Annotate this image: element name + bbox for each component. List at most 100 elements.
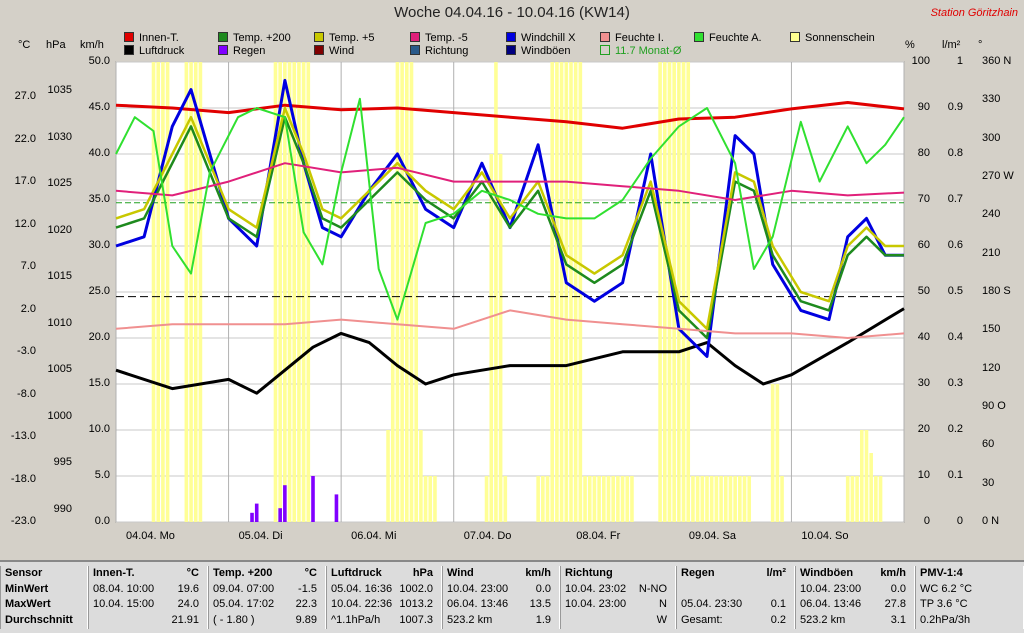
panel-cell-label: 09.04. 07:00	[213, 583, 274, 595]
sunshine-bar	[743, 476, 747, 522]
panel-header: PMV-1:4	[920, 566, 1019, 582]
panel-row	[681, 582, 790, 598]
panel-row: WC 6.2 °C	[920, 582, 1019, 598]
sunshine-bar	[574, 62, 578, 522]
panel-cell-label: 08.04. 10:00	[93, 583, 154, 595]
sunshine-bar	[682, 62, 686, 522]
sunshine-bar	[307, 62, 311, 522]
sunshine-bar	[776, 384, 780, 522]
row-label: Durchschnitt	[5, 613, 83, 629]
rain-bar	[250, 513, 254, 522]
panel-unit: hPa	[413, 566, 433, 582]
sunshine-bar	[161, 62, 165, 522]
panel-cell-value: 1002.0	[399, 582, 433, 598]
panel-cell-label: 10.04. 23:00	[565, 598, 626, 610]
panel-cell-value: 13.5	[530, 597, 551, 613]
sunshine-bar	[865, 430, 869, 522]
panel-row: 0.2hPa/3h	[920, 613, 1019, 629]
sunshine-bar	[166, 62, 170, 522]
panel-cell-label: 523.2 km	[800, 614, 845, 626]
sunshine-bar	[729, 476, 733, 522]
sunshine-bar	[733, 476, 737, 522]
panel-cell-value: 1007.3	[399, 613, 433, 629]
sunshine-bar	[691, 476, 695, 522]
sunshine-bar	[738, 476, 742, 522]
sunshine-bar	[541, 476, 545, 522]
panel-cell-label: TP 3.6 °C	[920, 598, 968, 610]
panel-cell-label: 05.04. 23:30	[681, 598, 742, 610]
sunshine-bar	[747, 476, 751, 522]
chart-area: Woche 04.04.16 - 10.04.16 (KW14) Station…	[0, 0, 1024, 560]
panel-cell-label: Gesamt:	[681, 614, 723, 626]
sunshine-bar	[855, 476, 859, 522]
sunshine-bar	[424, 476, 428, 522]
sunshine-bar	[715, 476, 719, 522]
panel-title: Windböen	[800, 567, 853, 579]
panel-title: PMV-1:4	[920, 567, 963, 579]
panel-cell-label: WC 6.2 °C	[920, 583, 972, 595]
sunshine-bar	[560, 62, 564, 522]
sunshine-bar	[846, 476, 850, 522]
panel-cell-value: N-NO	[639, 582, 667, 598]
sunshine-bar	[536, 476, 540, 522]
row-label: Sensor	[5, 566, 83, 582]
panel-cell-value: 0.2	[771, 613, 786, 629]
panel-cell-value: W	[657, 613, 667, 629]
sunshine-bar	[611, 476, 615, 522]
sunshine-bar	[156, 62, 160, 522]
panel-cell-value: 21.91	[171, 613, 199, 629]
sunshine-bar	[625, 476, 629, 522]
panel-cell-label: 10.04. 23:00	[800, 583, 861, 595]
panel-unit: km/h	[525, 566, 551, 582]
panel-cell-label: 10.04. 15:00	[93, 598, 154, 610]
row-label: MinWert	[5, 582, 83, 598]
panel-row: 10.04. 23:02 N-NO	[565, 582, 671, 598]
sunshine-bar	[428, 476, 432, 522]
panel-cell-label: 0.2hPa/3h	[920, 614, 970, 626]
panel-header: Richtung	[565, 566, 671, 582]
sunshine-bar	[616, 476, 620, 522]
sunshine-bar	[658, 62, 662, 522]
panel-cell-label: 523.2 km	[447, 614, 492, 626]
sunshine-bar	[705, 476, 709, 522]
panel-title: Wind	[447, 567, 474, 579]
panel-cell-label: 06.04. 13:46	[447, 598, 508, 610]
panel-unit: l/m²	[766, 566, 786, 582]
panel-cell-value: 0.0	[536, 582, 551, 598]
panel-cell-value: 0.0	[891, 582, 906, 598]
sunshine-bar	[724, 476, 728, 522]
sunshine-bar	[593, 476, 597, 522]
sunshine-bar	[719, 476, 723, 522]
rain-bar	[311, 476, 315, 522]
panel-cell-value: 27.8	[885, 597, 906, 613]
panel-row: ( - 1.80 )9.89	[213, 613, 321, 629]
sunshine-bar	[569, 62, 573, 522]
panel-cell-value: -1.5	[298, 582, 317, 598]
weather-chart	[0, 0, 1024, 560]
panel-cell-value: 22.3	[296, 597, 317, 613]
rain-bar	[283, 485, 287, 522]
panel-cell-label: 10.04. 23:02	[565, 583, 626, 595]
panel-header: Innen-T.°C	[93, 566, 203, 582]
panel-cell-label: 10.04. 22:36	[331, 598, 392, 610]
panel-unit: °C	[305, 566, 317, 582]
rain-bar	[255, 504, 259, 522]
panel-cell-value: 19.6	[178, 582, 199, 598]
stats-panel: PMV-1:4 WC 6.2 °C TP 3.6 °C 0.2hPa/3h	[915, 566, 1024, 629]
sunshine-bar	[396, 62, 400, 522]
panel-unit: km/h	[880, 566, 906, 582]
panel-header: Windböen km/h	[800, 566, 910, 582]
panel-title: Innen-T.	[93, 567, 135, 579]
rain-bar	[278, 508, 282, 522]
sunshine-bar	[710, 476, 714, 522]
